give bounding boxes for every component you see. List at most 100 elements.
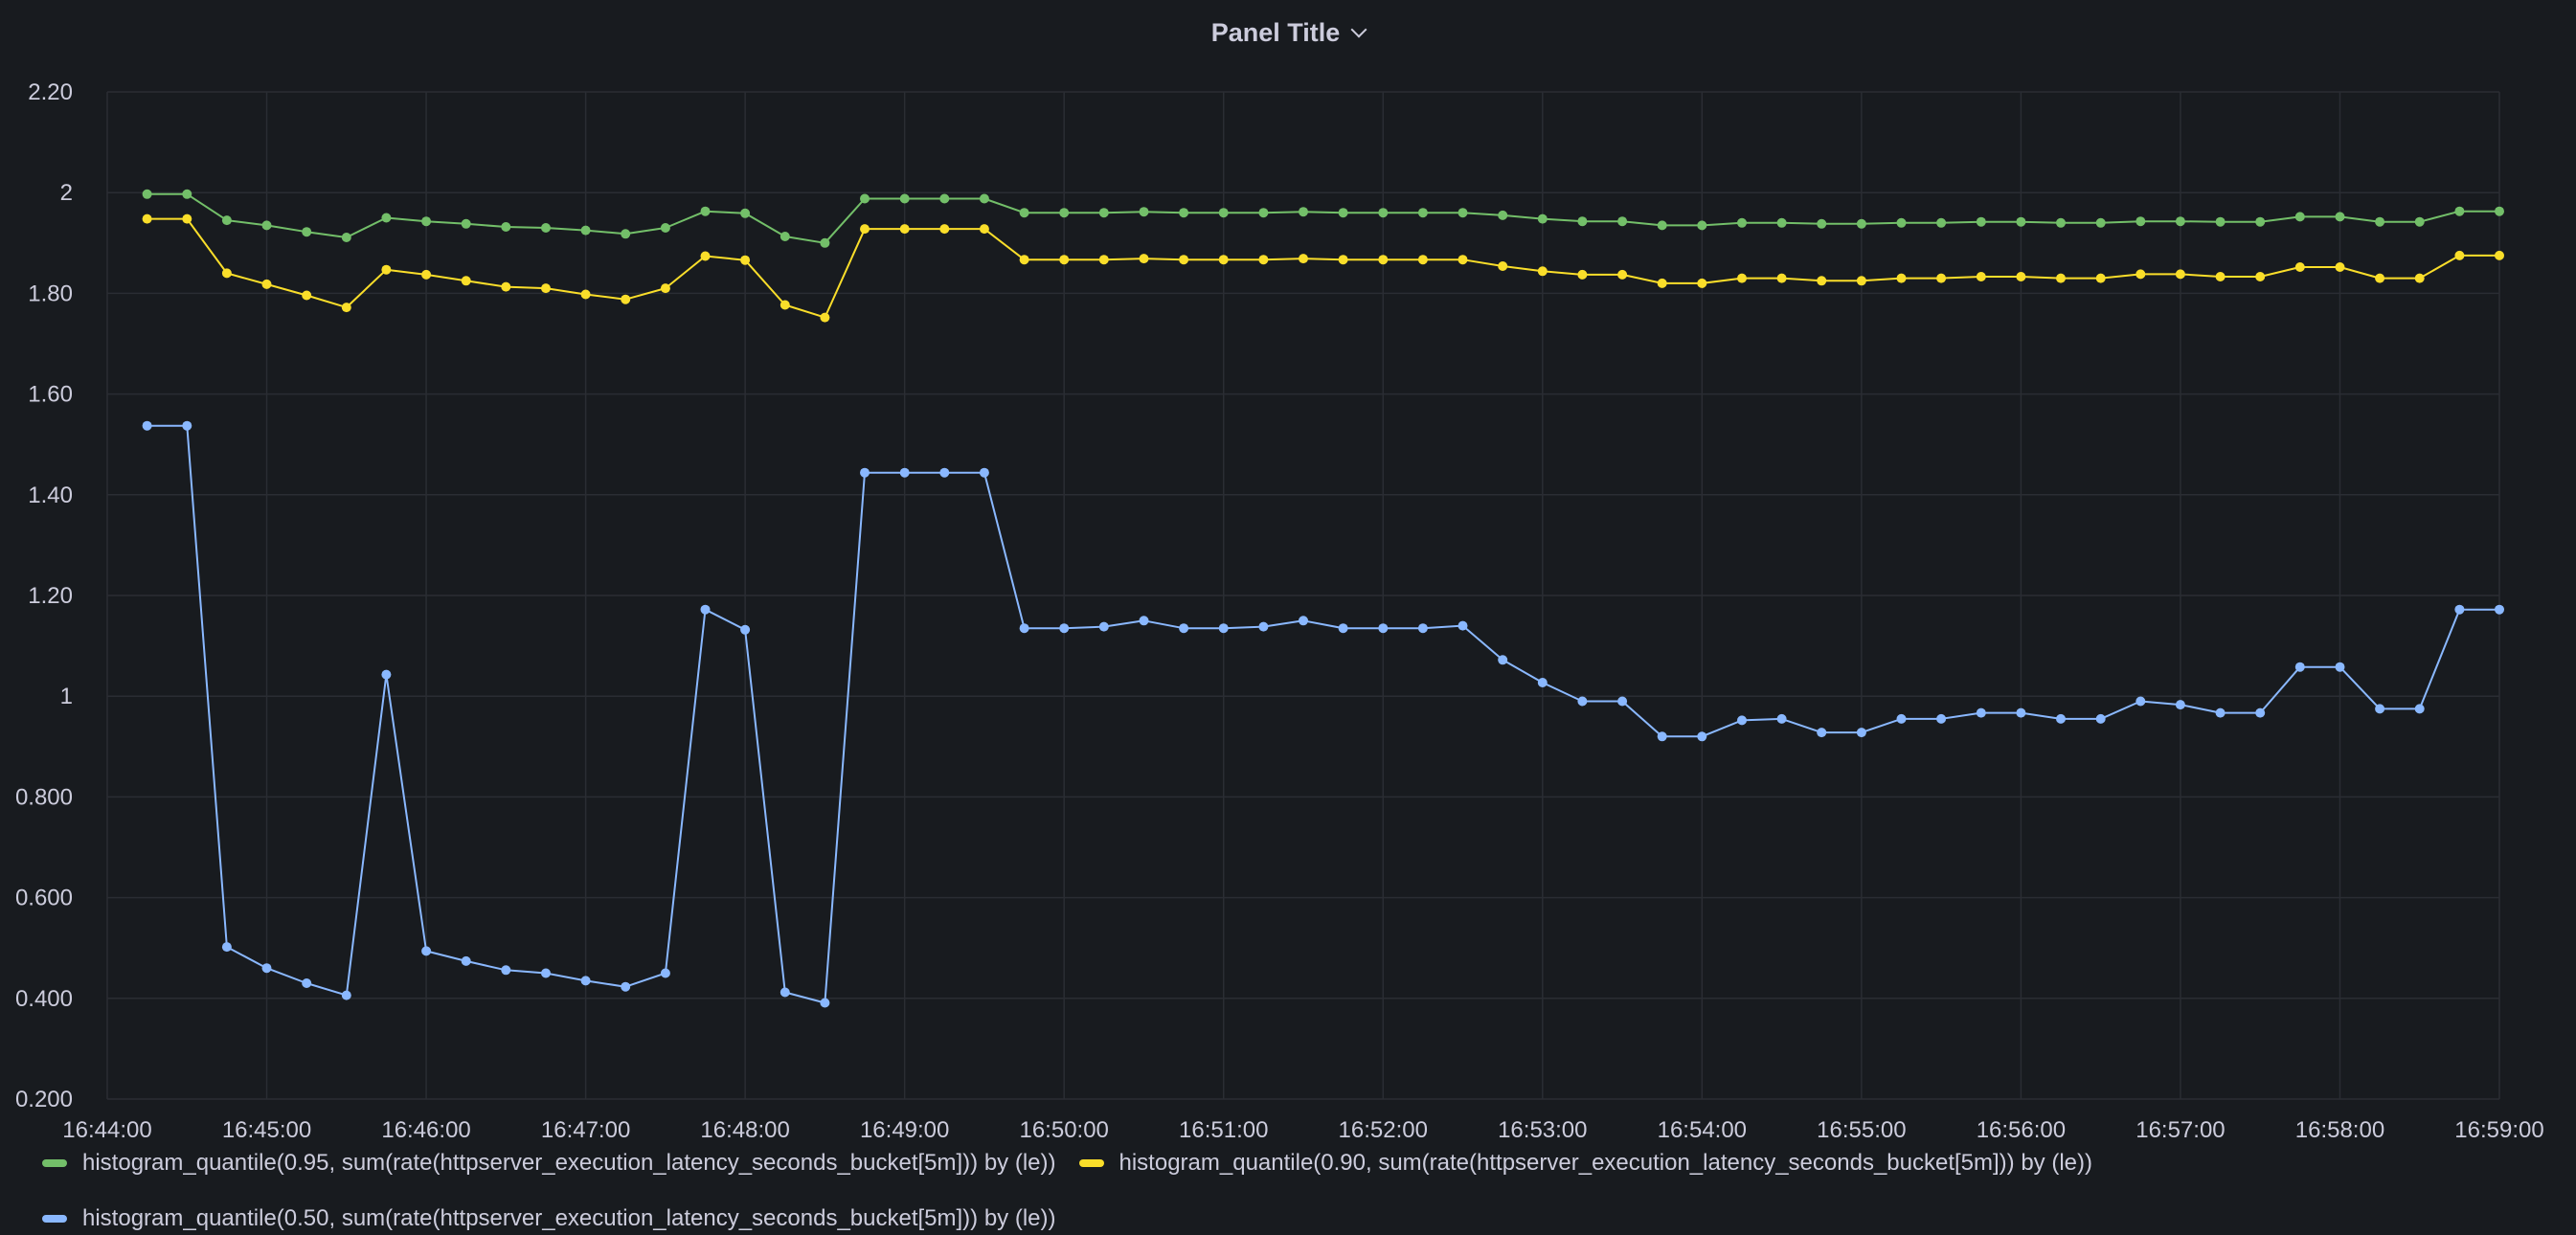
data-point (1737, 273, 1747, 283)
data-point (2454, 250, 2465, 260)
data-point (1019, 623, 1029, 634)
data-point (1218, 623, 1229, 634)
data-point (700, 206, 711, 216)
data-point (1617, 216, 1628, 227)
data-point (1258, 255, 1269, 265)
data-point (580, 289, 591, 300)
data-point (1299, 616, 1308, 626)
data-point (2095, 713, 2106, 724)
data-point (1299, 254, 1308, 264)
data-point (899, 467, 910, 478)
data-point (1258, 621, 1269, 632)
panel-title[interactable]: Panel Title (1210, 17, 1341, 47)
legend-swatch-p50 (42, 1215, 67, 1223)
series-line-1 (147, 217, 2499, 319)
data-point (341, 233, 351, 242)
y-tick-label: 2.20 (28, 79, 73, 105)
data-point (700, 604, 711, 615)
data-point (1697, 278, 1707, 288)
data-point (1378, 255, 1389, 265)
panel-header[interactable]: Panel Title (0, 13, 2576, 52)
data-point (1378, 623, 1389, 634)
data-point (2215, 707, 2226, 718)
data-point (461, 276, 471, 286)
data-point (2495, 206, 2504, 216)
data-point (1139, 254, 1149, 264)
data-point (2255, 216, 2266, 227)
data-point (2335, 662, 2345, 672)
data-point (2335, 262, 2345, 272)
data-point (2135, 269, 2146, 280)
legend-label-p95[interactable]: histogram_quantile(0.95, sum(rate(httpse… (82, 1150, 1056, 1176)
data-point (182, 189, 192, 199)
legend-item-p90[interactable]: histogram_quantile(0.90, sum(rate(httpse… (1078, 1149, 2093, 1178)
data-point (1098, 208, 1109, 218)
x-tick-label: 16:56:00 (1977, 1117, 2066, 1143)
data-point (939, 467, 950, 478)
data-point (740, 208, 751, 218)
y-tick-label: 1.60 (28, 382, 73, 408)
data-point (860, 224, 870, 235)
y-tick-label: 1.40 (28, 483, 73, 508)
data-point (1059, 623, 1070, 634)
data-point (2375, 216, 2385, 227)
data-point (1338, 208, 1348, 218)
data-point (939, 224, 950, 235)
data-point (2294, 212, 2305, 222)
data-point (1218, 208, 1229, 218)
legend-label-p90[interactable]: histogram_quantile(0.90, sum(rate(httpse… (1119, 1150, 2093, 1176)
data-point (2495, 604, 2504, 615)
x-tick-label: 16:55:00 (1817, 1117, 1906, 1143)
data-point (2255, 272, 2266, 281)
data-point (2454, 206, 2465, 216)
legend-item-p50[interactable]: histogram_quantile(0.50, sum(rate(httpse… (42, 1204, 1056, 1233)
data-point (1059, 255, 1070, 265)
line-chart[interactable]: 0.200 0.400 0.600 0.800 1 1.20 1.40 1.60 1.80 2 2.… (0, 0, 2576, 1149)
data-point (1457, 255, 1468, 265)
data-point (820, 998, 830, 1008)
data-point (580, 225, 591, 236)
data-point (1139, 616, 1149, 626)
x-tick-label: 16:48:00 (700, 1117, 789, 1143)
data-point (2175, 216, 2185, 227)
data-point (302, 290, 312, 301)
data-point (1776, 217, 1787, 228)
data-point (1537, 678, 1548, 687)
data-point (2135, 696, 2146, 707)
data-point (1537, 266, 1548, 277)
data-point (780, 300, 790, 310)
data-point (421, 216, 432, 227)
data-point (860, 467, 870, 478)
data-point (979, 467, 989, 478)
x-tick-label: 16:57:00 (2135, 1117, 2225, 1143)
data-point (541, 283, 551, 294)
data-point (780, 232, 790, 241)
data-point (541, 968, 551, 978)
data-point (182, 420, 192, 431)
data-point (1896, 217, 1907, 228)
legend-item-p95[interactable]: histogram_quantile(0.95, sum(rate(httpse… (42, 1149, 1056, 1178)
data-point (1059, 208, 1070, 218)
data-point (1179, 255, 1189, 265)
x-tick-label: 16:50:00 (1019, 1117, 1108, 1143)
x-tick-label: 16:44:00 (62, 1117, 151, 1143)
data-point (2095, 273, 2106, 283)
data-point (2016, 707, 2026, 718)
data-point (1817, 276, 1827, 286)
data-point (1378, 208, 1389, 218)
data-point (2294, 262, 2305, 272)
legend-label-p50[interactable]: histogram_quantile(0.50, sum(rate(httpse… (82, 1205, 1056, 1231)
data-point (939, 193, 950, 204)
data-point (1697, 220, 1707, 231)
data-point (2495, 250, 2504, 260)
data-point (1657, 220, 1667, 231)
legend-swatch-p90 (1078, 1159, 1104, 1167)
data-point (621, 981, 631, 992)
data-point (501, 222, 511, 232)
data-point (740, 624, 751, 635)
y-tick-label: 0.800 (15, 784, 73, 810)
data-point (221, 215, 232, 226)
data-point (2135, 216, 2146, 227)
y-tick-label: 0.200 (15, 1087, 73, 1112)
data-point (2375, 704, 2385, 714)
